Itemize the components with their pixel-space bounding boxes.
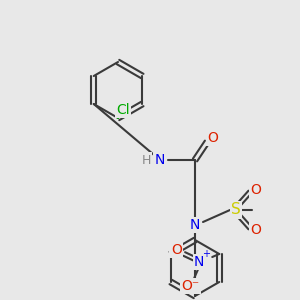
Text: O: O [208,131,218,145]
Text: O⁻: O⁻ [181,279,200,293]
Text: H: H [141,154,151,166]
Text: N: N [194,255,204,269]
Text: S: S [231,202,241,217]
Text: Cl: Cl [116,103,130,117]
Text: N: N [190,218,200,232]
Text: +: + [202,249,210,259]
Text: O: O [250,183,261,197]
Text: N: N [155,153,165,167]
Text: O: O [250,223,261,237]
Text: O: O [171,243,182,257]
